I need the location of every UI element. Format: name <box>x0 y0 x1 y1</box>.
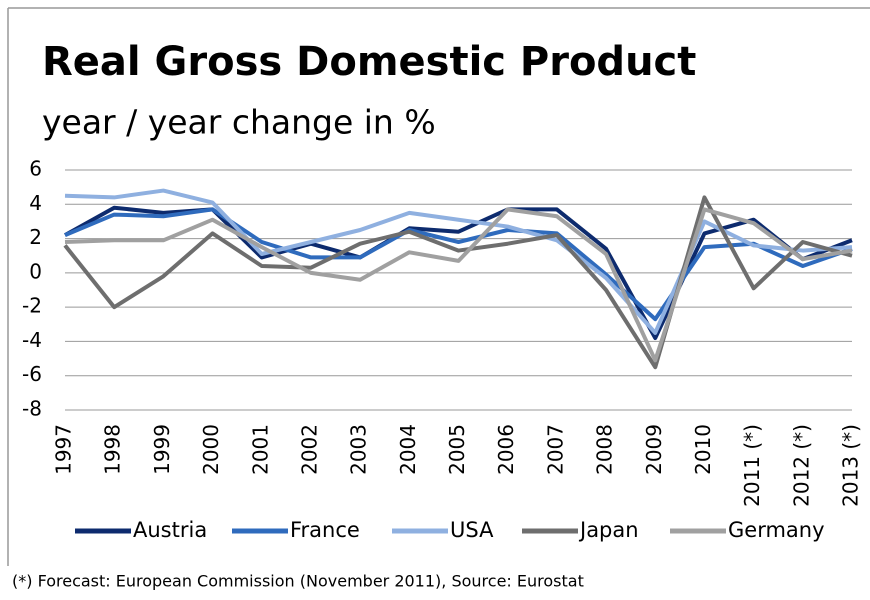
legend-label: France <box>290 518 360 542</box>
x-tick-label: 2002 <box>297 424 321 475</box>
x-tick-label: 2011 (*) <box>740 424 764 507</box>
x-tick-label: 2012 (*) <box>789 424 813 507</box>
legend-label: Germany <box>728 518 825 542</box>
note: (*) Forecast: European Commission (Novem… <box>12 572 584 591</box>
y-tick-label: -4 <box>22 328 42 352</box>
x-tick-label: 1997 <box>52 424 76 475</box>
x-tick-label: 2010 <box>691 424 715 475</box>
x-tick-label: 2009 <box>642 424 666 475</box>
y-tick-label: -6 <box>22 362 42 386</box>
y-tick-label: 6 <box>29 157 42 181</box>
legend-label: Austria <box>133 518 207 542</box>
x-tick-label: 2005 <box>445 424 469 475</box>
x-tick-label: 2008 <box>593 424 617 475</box>
x-tick-label: 2007 <box>543 424 567 475</box>
y-tick-label: -2 <box>22 294 42 318</box>
series-line <box>63 195 853 370</box>
x-tick-label: 2000 <box>199 424 223 475</box>
x-tick-label: 2006 <box>494 424 518 475</box>
x-tick-label: 1998 <box>101 424 125 475</box>
x-tick-label: 1999 <box>150 424 174 475</box>
series-line <box>64 207 853 363</box>
legend-label: USA <box>450 518 494 542</box>
series-line <box>64 207 853 322</box>
x-tick-label: 2001 <box>248 424 272 475</box>
x-tick-label: 2003 <box>347 424 371 475</box>
y-tick-label: 2 <box>29 225 42 249</box>
y-tick-label: -8 <box>22 397 42 421</box>
x-tick-label: 2004 <box>396 424 420 475</box>
y-tick-label: 0 <box>29 259 42 283</box>
x-tick-label: 2013 (*) <box>839 424 863 507</box>
chart-subtitle: year / year change in % <box>42 103 436 142</box>
y-tick-label: 4 <box>29 191 42 215</box>
legend-label: Japan <box>578 518 639 542</box>
chart-title: Real Gross Domestic Product <box>42 39 696 85</box>
